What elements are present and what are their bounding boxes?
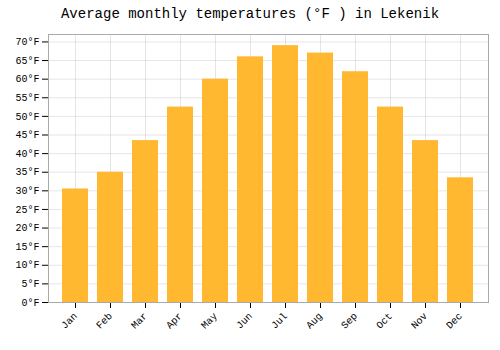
svg-text:Mar: Mar [129,311,150,332]
svg-text:Aug: Aug [304,311,325,332]
svg-text:Apr: Apr [164,311,185,332]
svg-text:55°F: 55°F [15,93,39,104]
svg-text:30°F: 30°F [15,186,39,197]
svg-text:70°F: 70°F [15,37,39,48]
svg-text:50°F: 50°F [15,112,39,123]
svg-text:65°F: 65°F [15,56,39,67]
svg-text:May: May [199,311,220,332]
svg-text:Jan: Jan [59,311,80,332]
svg-text:20°F: 20°F [15,223,39,234]
svg-text:5°F: 5°F [21,279,39,290]
svg-text:Jul: Jul [269,311,290,332]
svg-text:Jun: Jun [234,311,255,332]
svg-text:15°F: 15°F [15,242,39,253]
svg-text:25°F: 25°F [15,205,39,216]
svg-text:Nov: Nov [409,311,430,332]
svg-text:Dec: Dec [444,311,465,332]
svg-text:0°F: 0°F [21,298,39,309]
svg-text:10°F: 10°F [15,260,39,271]
svg-text:35°F: 35°F [15,167,39,178]
html-text:Average monthly temperatures (: Average monthly temperatures (°F ) in Le… [61,6,439,22]
svg-text:60°F: 60°F [15,74,39,85]
svg-text:Oct: Oct [374,311,395,332]
svg-text:Sep: Sep [339,311,360,332]
svg-text:40°F: 40°F [15,149,39,160]
svg-text:Feb: Feb [94,311,115,332]
svg-text:45°F: 45°F [15,130,39,141]
